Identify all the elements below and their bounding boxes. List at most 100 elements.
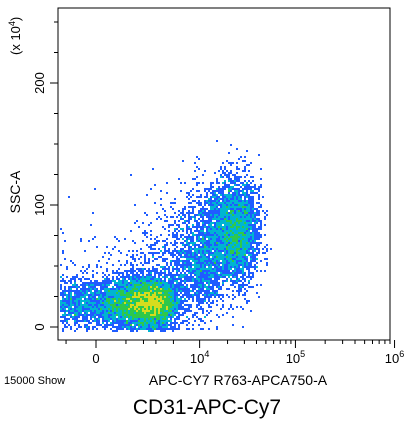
event-dot — [230, 210, 232, 212]
event-dot — [240, 208, 242, 210]
event-dot — [188, 192, 190, 194]
event-dot — [124, 310, 126, 312]
event-dot — [220, 286, 222, 288]
event-dot — [108, 290, 110, 292]
event-dot — [74, 322, 76, 324]
event-dot — [60, 304, 62, 306]
event-dot — [162, 314, 164, 316]
event-dot — [162, 304, 164, 306]
event-dot — [114, 292, 116, 294]
event-dot — [242, 188, 244, 190]
event-dot — [104, 308, 106, 310]
event-dot — [232, 204, 234, 206]
event-dot — [114, 306, 116, 308]
event-dot — [194, 220, 196, 222]
event-dot — [220, 228, 222, 230]
event-dot — [232, 316, 234, 318]
event-dot — [168, 282, 170, 284]
event-dot — [106, 278, 108, 280]
event-dot — [78, 286, 80, 288]
y-tick-label: 200 — [32, 72, 47, 94]
event-dot — [84, 284, 86, 286]
event-dot — [170, 278, 172, 280]
event-dot — [158, 310, 160, 312]
event-dot — [186, 240, 188, 242]
event-dot — [254, 216, 256, 218]
event-dot — [98, 298, 100, 300]
event-dot — [106, 276, 108, 278]
event-dot — [134, 282, 136, 284]
event-dot — [236, 188, 238, 190]
event-dot — [234, 236, 236, 238]
event-dot — [228, 162, 230, 164]
event-dot — [200, 264, 202, 266]
event-dot — [200, 308, 202, 310]
event-dot — [228, 238, 230, 240]
event-dot — [122, 314, 124, 316]
event-dot — [94, 188, 96, 190]
event-dot — [148, 268, 150, 270]
event-dot — [172, 266, 174, 268]
event-dot — [136, 276, 138, 278]
event-dot — [80, 298, 82, 300]
event-dot — [244, 168, 246, 170]
event-dot — [216, 326, 218, 328]
event-dot — [68, 280, 70, 282]
event-dot — [166, 302, 168, 304]
event-dot — [232, 244, 234, 246]
event-dot — [244, 232, 246, 234]
event-dot — [230, 306, 232, 308]
event-dot — [196, 166, 198, 168]
event-dot — [222, 258, 224, 260]
event-dot — [236, 208, 238, 210]
event-dot — [258, 234, 260, 236]
event-dot — [224, 246, 226, 248]
event-dot — [182, 228, 184, 230]
event-dot — [136, 292, 138, 294]
event-dot — [198, 278, 200, 280]
event-dot — [196, 252, 198, 254]
event-dot — [190, 262, 192, 264]
event-dot — [126, 316, 128, 318]
event-dot — [184, 274, 186, 276]
event-dot — [64, 310, 66, 312]
event-dot — [194, 278, 196, 280]
event-dot — [196, 230, 198, 232]
event-dot — [82, 290, 84, 292]
event-dot — [154, 322, 156, 324]
event-dot — [224, 212, 226, 214]
event-dot — [196, 300, 198, 302]
event-dot — [198, 214, 200, 216]
event-dot — [236, 204, 238, 206]
event-dot — [148, 292, 150, 294]
event-dot — [198, 244, 200, 246]
event-dot — [254, 268, 256, 270]
event-dot — [238, 232, 240, 234]
event-dot — [140, 256, 142, 258]
event-dot — [184, 262, 186, 264]
event-dot — [162, 276, 164, 278]
event-dot — [200, 194, 202, 196]
event-dot — [142, 296, 144, 298]
event-dot — [216, 244, 218, 246]
event-dot — [102, 306, 104, 308]
event-dot — [196, 272, 198, 274]
event-dot — [168, 270, 170, 272]
event-dot — [160, 316, 162, 318]
event-dot — [264, 234, 266, 236]
event-dot — [162, 284, 164, 286]
event-dot — [66, 298, 68, 300]
event-dot — [222, 274, 224, 276]
event-dot — [146, 298, 148, 300]
event-dot — [202, 280, 204, 282]
event-dot — [224, 236, 226, 238]
event-dot — [200, 270, 202, 272]
event-dot — [104, 314, 106, 316]
event-dot — [148, 330, 150, 332]
event-dot — [246, 214, 248, 216]
event-dot — [210, 266, 212, 268]
event-dot — [180, 242, 182, 244]
event-dot — [160, 326, 162, 328]
event-dot — [238, 200, 240, 202]
event-dot — [132, 292, 134, 294]
